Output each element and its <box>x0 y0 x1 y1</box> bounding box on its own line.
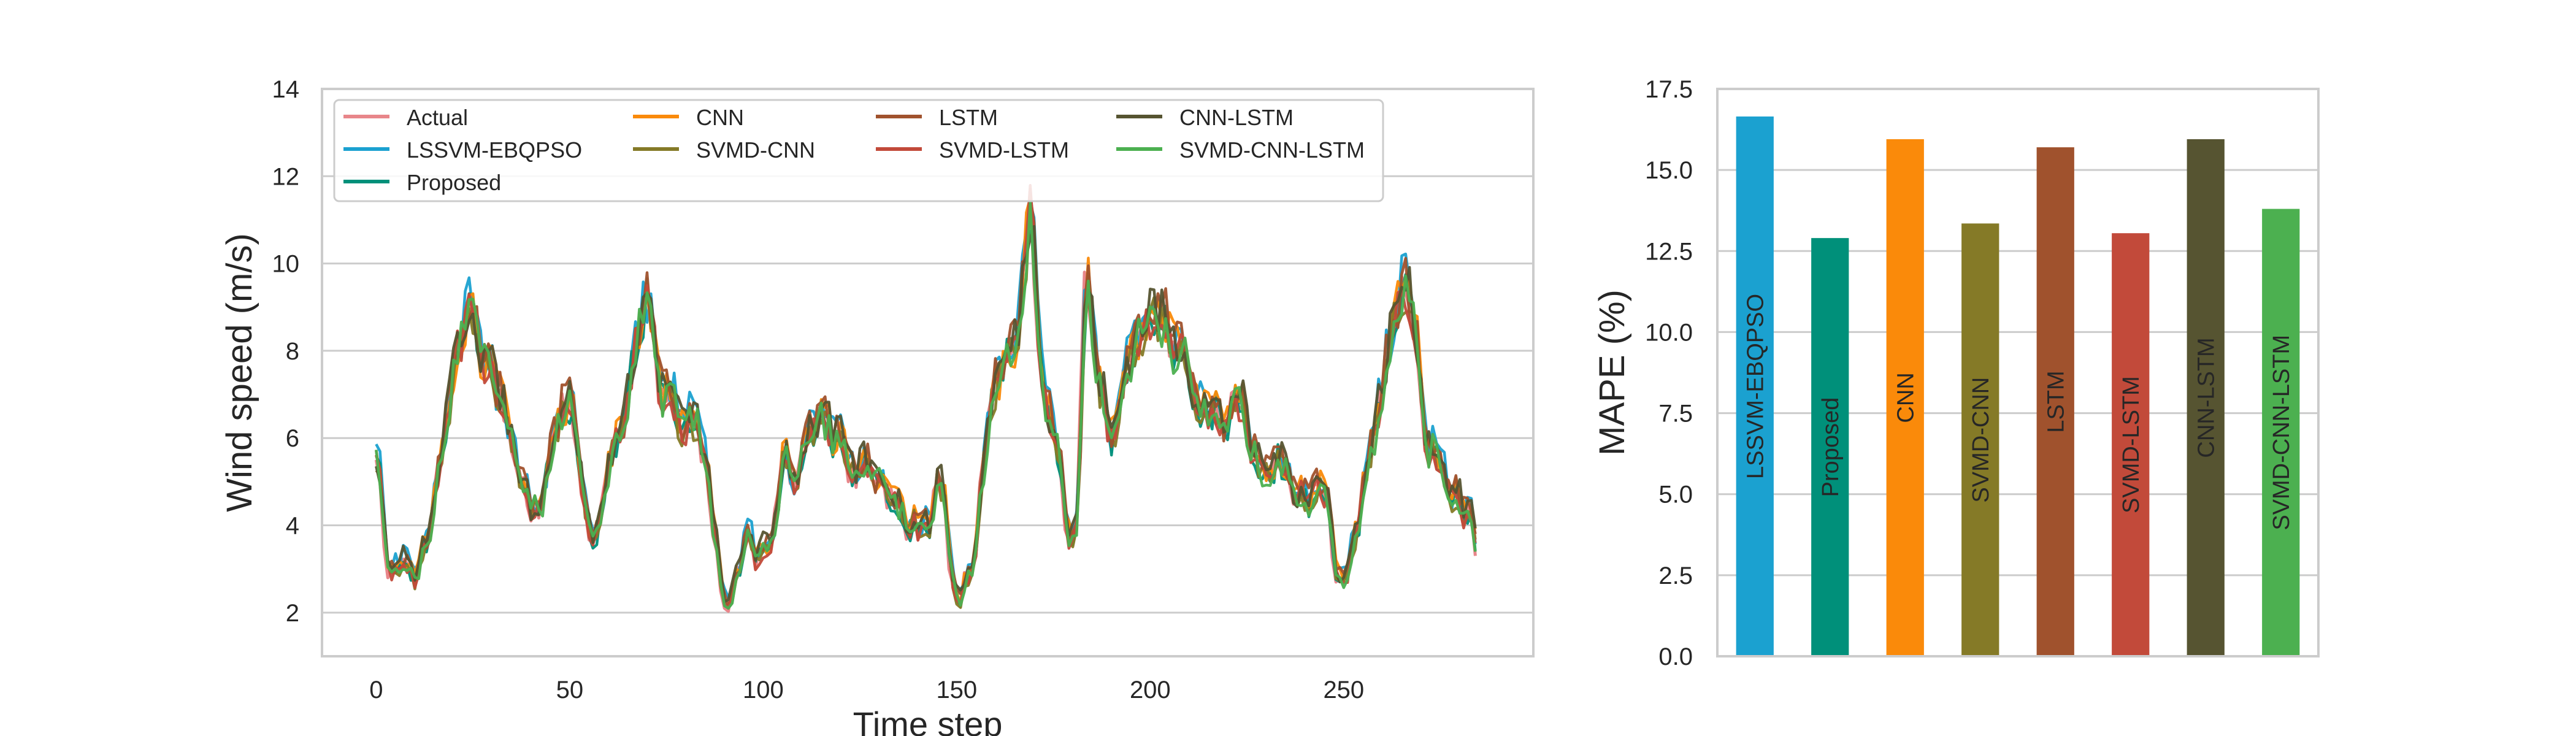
bar-lssvm-ebqpso <box>1736 116 1774 656</box>
legend-label-lssvm-ebqpso: LSSVM-EBQPSO <box>407 137 582 163</box>
legend-label-proposed: Proposed <box>407 170 501 195</box>
x-tick-label: 250 <box>1323 677 1364 703</box>
series-line-svmd-cnn <box>375 196 1477 610</box>
y-tick-label: 12 <box>272 163 300 190</box>
bar-label-cnn-lstm: CNN-LSTM <box>2193 337 2219 458</box>
bar-label-proposed: Proposed <box>1818 397 1844 497</box>
line-chart-y-ticks: 2 4 6 8 10 12 14 <box>272 76 300 627</box>
line-chart-legend: Actual LSSVM-EBQPSO Proposed CNN SVMD-CNN LST… <box>333 99 1384 202</box>
bar-chart-panel: LSSVM-EBQPSO Proposed CNN SVMD-CNN LSTM SVMD-… <box>1592 76 2320 670</box>
bar-label-lstm: LSTM <box>2043 370 2069 432</box>
line-chart-y-axis-label: Wind speed (m/s) <box>220 233 259 512</box>
legend-label-svmd-cnn: SVMD-CNN <box>696 137 815 163</box>
bar-proposed <box>1811 238 1849 657</box>
bar-y-tick-label: 0.0 <box>1658 643 1693 670</box>
bar-label-svmd-cnn-lstm: SVMD-CNN-LSTM <box>2269 335 2294 531</box>
bar-y-tick-label: 17.5 <box>1645 76 1693 103</box>
line-chart-panel: 0 50 100 150 200 250 2 4 6 8 10 12 14 Time step Win… <box>220 76 1535 736</box>
legend-label-cnn: CNN <box>696 105 744 130</box>
legend-label-actual: Actual <box>407 105 468 130</box>
series-line-actual <box>374 188 1477 613</box>
y-tick-label: 10 <box>272 251 300 278</box>
bar-label-cnn: CNN <box>1893 372 1919 423</box>
x-tick-label: 100 <box>743 677 784 703</box>
bar-lstm <box>2036 147 2074 657</box>
x-tick-label: 50 <box>556 677 584 703</box>
series-line-svmd-lstm <box>375 184 1477 610</box>
legend-label-svmd-lstm: SVMD-LSTM <box>939 137 1069 163</box>
legend-label-cnn-lstm: CNN-LSTM <box>1179 105 1294 130</box>
x-tick-label: 0 <box>369 677 383 703</box>
y-tick-label: 6 <box>286 425 299 452</box>
series-line-svmd-cnn-lstm <box>375 201 1477 610</box>
bar-label-svmd-lstm: SVMD-LSTM <box>2118 376 2144 513</box>
series-line-cnn-lstm <box>375 224 1477 604</box>
legend-label-svmd-cnn-lstm: SVMD-CNN-LSTM <box>1179 137 1365 163</box>
bar-chart-y-axis-label: MAPE (%) <box>1592 289 1632 456</box>
bar-y-tick-label: 10.0 <box>1645 319 1693 346</box>
bar-y-tick-label: 5.0 <box>1658 481 1693 508</box>
line-chart-x-ticks: 0 50 100 150 200 250 <box>369 677 1364 703</box>
legend-box <box>333 99 1384 202</box>
x-tick-label: 150 <box>936 677 977 703</box>
series-line-proposed <box>375 229 1477 610</box>
bar-cnn <box>1886 139 1924 656</box>
series-line-cnn <box>375 196 1477 610</box>
series-line-lstm <box>375 194 1477 610</box>
bar-y-tick-label: 15.0 <box>1645 157 1693 184</box>
y-tick-label: 14 <box>272 76 300 103</box>
y-tick-label: 4 <box>286 513 299 540</box>
line-chart-frame <box>321 88 1535 657</box>
line-chart-series <box>374 184 1477 613</box>
bar-chart-grid <box>1717 88 2318 657</box>
bar-svmd-cnn-lstm <box>2262 209 2300 657</box>
line-chart-x-axis-label: Time step <box>853 705 1003 736</box>
bar-y-tick-label: 2.5 <box>1658 562 1693 589</box>
y-tick-label: 2 <box>286 600 299 627</box>
bar-cnn-lstm <box>2187 139 2225 656</box>
legend-label-lstm: LSTM <box>939 105 998 130</box>
bar-svmd-cnn <box>1961 223 1999 656</box>
bar-y-tick-label: 7.5 <box>1658 401 1693 427</box>
bar-chart-frame <box>1716 88 2320 657</box>
bar-svmd-lstm <box>2112 233 2150 656</box>
bar-label-lssvm-ebqpso: LSSVM-EBQPSO <box>1742 294 1768 479</box>
bar-chart-y-ticks: 0.0 2.5 5.0 7.5 10.0 12.5 15.0 17.5 <box>1645 76 1693 670</box>
series-line-lssvm-ebqpso <box>375 201 1477 599</box>
x-tick-label: 200 <box>1130 677 1171 703</box>
bar-chart-bars: LSSVM-EBQPSO Proposed CNN SVMD-CNN LSTM SVMD-… <box>1736 116 2300 657</box>
bar-y-tick-label: 12.5 <box>1645 238 1693 265</box>
y-tick-label: 8 <box>286 338 299 365</box>
bar-label-svmd-cnn: SVMD-CNN <box>1968 377 1994 503</box>
